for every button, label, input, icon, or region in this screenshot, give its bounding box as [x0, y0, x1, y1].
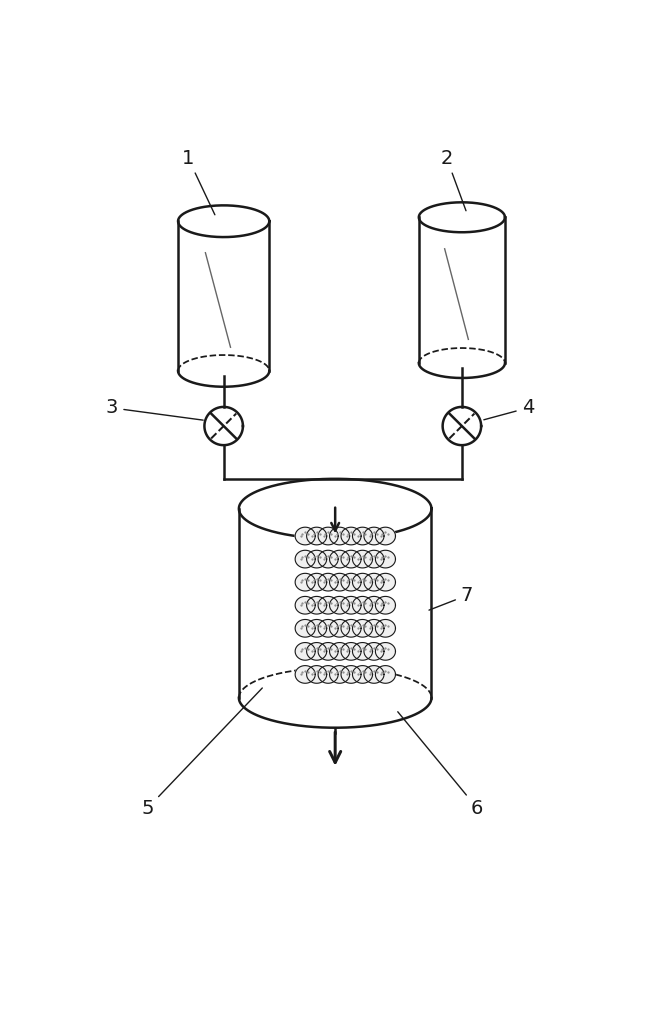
Text: 4: 4: [484, 398, 534, 419]
Polygon shape: [307, 573, 327, 591]
Polygon shape: [341, 620, 361, 637]
Polygon shape: [307, 527, 327, 545]
Polygon shape: [364, 573, 384, 591]
Polygon shape: [375, 550, 396, 568]
Polygon shape: [364, 550, 384, 568]
Text: 6: 6: [398, 712, 483, 817]
Polygon shape: [307, 596, 327, 614]
Polygon shape: [375, 573, 396, 591]
Polygon shape: [307, 550, 327, 568]
Polygon shape: [375, 527, 396, 545]
Polygon shape: [353, 550, 373, 568]
Polygon shape: [341, 666, 361, 683]
Polygon shape: [375, 620, 396, 637]
Polygon shape: [364, 527, 384, 545]
Polygon shape: [330, 642, 350, 660]
Polygon shape: [318, 550, 338, 568]
Polygon shape: [353, 620, 373, 637]
Polygon shape: [375, 666, 396, 683]
Polygon shape: [341, 596, 361, 614]
Polygon shape: [375, 642, 396, 660]
Polygon shape: [295, 550, 315, 568]
Polygon shape: [364, 596, 384, 614]
Polygon shape: [318, 642, 338, 660]
Polygon shape: [353, 642, 373, 660]
Text: 3: 3: [106, 398, 203, 420]
Polygon shape: [295, 596, 315, 614]
Polygon shape: [330, 620, 350, 637]
Polygon shape: [318, 573, 338, 591]
Polygon shape: [341, 527, 361, 545]
Polygon shape: [330, 666, 350, 683]
Polygon shape: [330, 527, 350, 545]
Polygon shape: [364, 642, 384, 660]
Polygon shape: [341, 550, 361, 568]
Polygon shape: [364, 666, 384, 683]
Polygon shape: [295, 666, 315, 683]
Text: 1: 1: [182, 148, 215, 215]
Polygon shape: [318, 596, 338, 614]
Polygon shape: [318, 666, 338, 683]
Polygon shape: [307, 642, 327, 660]
Polygon shape: [353, 596, 373, 614]
Polygon shape: [318, 527, 338, 545]
Polygon shape: [375, 596, 396, 614]
Polygon shape: [295, 527, 315, 545]
Polygon shape: [295, 642, 315, 660]
Polygon shape: [330, 596, 350, 614]
Text: 2: 2: [441, 148, 466, 211]
Polygon shape: [330, 573, 350, 591]
Polygon shape: [295, 620, 315, 637]
Polygon shape: [353, 666, 373, 683]
Polygon shape: [307, 666, 327, 683]
Polygon shape: [353, 573, 373, 591]
Polygon shape: [318, 620, 338, 637]
Polygon shape: [341, 573, 361, 591]
Polygon shape: [341, 642, 361, 660]
Polygon shape: [364, 620, 384, 637]
Text: 7: 7: [429, 586, 473, 610]
Polygon shape: [295, 573, 315, 591]
Polygon shape: [307, 620, 327, 637]
Text: 5: 5: [141, 688, 262, 817]
Polygon shape: [353, 527, 373, 545]
Polygon shape: [330, 550, 350, 568]
